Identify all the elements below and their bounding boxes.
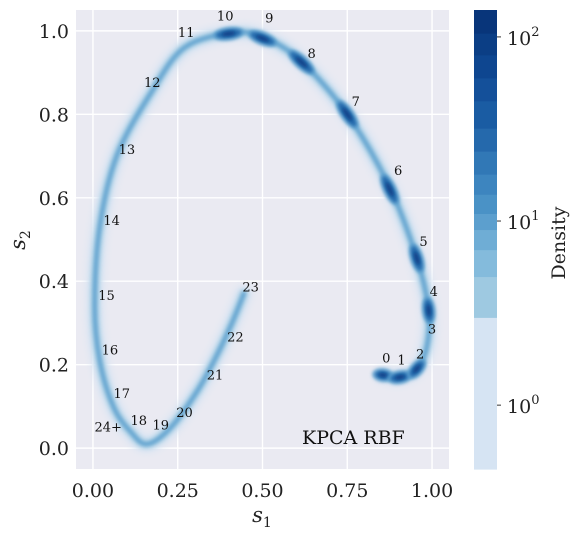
- cluster-peak: [255, 35, 270, 42]
- x-axis-label-main: s: [252, 503, 263, 527]
- colorbar-tick-base: 10: [507, 212, 531, 234]
- colorbar-band-7: [474, 151, 497, 175]
- dense-cluster-9: [212, 26, 245, 42]
- cluster-peak: [426, 304, 432, 317]
- colorbar-tick-exponent: 0: [531, 393, 539, 408]
- x-tick-label: 0.00: [72, 480, 114, 502]
- annotation-label: 14: [103, 214, 120, 229]
- dense-cluster-4: [408, 243, 426, 274]
- y-tick-label: 1.0: [39, 21, 69, 43]
- y-axis-label-sub: 2: [18, 230, 34, 239]
- annotation-label: 3: [428, 322, 436, 337]
- annotation-label: 19: [152, 418, 169, 433]
- density-plot: [86, 24, 438, 452]
- y-tick-label: 0.0: [39, 438, 69, 460]
- x-tick-label: 1.00: [411, 480, 453, 502]
- colorbar-band-5: [474, 194, 497, 215]
- colorbar-band-12: [474, 33, 497, 56]
- colorbar-band-10: [474, 77, 497, 102]
- y-axis-label-main: s: [6, 239, 30, 250]
- annotation-label: 16: [102, 343, 119, 358]
- colorbar-band-13: [474, 10, 497, 34]
- annotation-label: 5: [419, 235, 427, 250]
- dense-cluster-2: [406, 358, 427, 380]
- annotation-label: 4: [430, 285, 438, 300]
- cluster-peak: [413, 251, 420, 266]
- annotation-label: 21: [207, 368, 224, 383]
- dense-cluster-7: [287, 49, 316, 76]
- x-tick-label: 0.50: [241, 480, 283, 502]
- annotation-label: 22: [227, 331, 244, 346]
- cluster-peak: [221, 31, 236, 37]
- annotation-label: 17: [114, 387, 131, 402]
- annotation-label: 8: [308, 47, 316, 62]
- annotation-label: 23: [242, 281, 259, 296]
- y-tick-label: 0.8: [39, 104, 69, 126]
- colorbar-tick-label: 101: [507, 209, 539, 234]
- cluster-peak: [295, 56, 308, 68]
- y-tick-label: 0.2: [39, 355, 69, 377]
- method-label: KPCA RBF: [302, 427, 405, 449]
- cluster-peak: [378, 372, 388, 378]
- y-axis-ticks: 0.0 0.2 0.4 0.6 0.8 1.0: [39, 21, 69, 460]
- colorbar-tick-exponent: 2: [531, 25, 539, 40]
- colorbar-band-6: [474, 174, 497, 195]
- x-axis-ticks: 0.00 0.25 0.50 0.75 1.00: [72, 480, 453, 502]
- cluster-peak: [412, 364, 421, 374]
- dense-cluster-3: [421, 296, 436, 325]
- colorbar-tick-exponent: 1: [531, 209, 539, 224]
- annotation-label: 15: [98, 289, 115, 304]
- annotation-label: 9: [265, 12, 273, 27]
- dense-cluster-1: [387, 369, 413, 385]
- colorbar-tick-base: 10: [507, 396, 531, 418]
- y-tick-label: 0.4: [39, 271, 69, 293]
- dense-cluster-8: [247, 29, 278, 48]
- dense-cluster-5: [379, 173, 400, 206]
- annotation-label: 6: [394, 164, 402, 179]
- annotation-label: 10: [217, 9, 234, 24]
- colorbar-tick-label: 102: [507, 25, 539, 50]
- y-axis-label: s2: [6, 230, 34, 250]
- colorbar-label: Density: [548, 206, 570, 279]
- x-tick-label: 0.25: [157, 480, 199, 502]
- x-tick-label: 0.75: [326, 480, 368, 502]
- cluster-peak: [342, 107, 353, 121]
- y-tick-label: 0.6: [39, 188, 69, 210]
- colorbar-band-8: [474, 128, 497, 152]
- colorbar-band-4: [474, 213, 497, 231]
- colorbar: [474, 10, 497, 470]
- dense-cluster-6: [335, 99, 359, 130]
- colorbar-band-9: [474, 100, 497, 129]
- cluster-peak: [394, 374, 406, 380]
- colorbar-band-3: [474, 229, 497, 251]
- annotation-label: 18: [130, 414, 147, 429]
- cluster-peak: [385, 182, 394, 197]
- annotation-label: 12: [144, 76, 161, 91]
- annotation-label: 2: [416, 347, 424, 362]
- annotation-label: 11: [178, 26, 195, 41]
- annotation-label: 0: [382, 352, 390, 367]
- colorbar-band-1: [474, 276, 497, 318]
- colorbar-tick-base: 10: [507, 28, 531, 50]
- x-axis-label-sub: 1: [263, 515, 272, 531]
- colorbar-band-2: [474, 249, 497, 278]
- annotation-label: 1: [397, 354, 405, 369]
- colorbar-band-0: [474, 317, 497, 470]
- annotation-label: 13: [119, 143, 136, 158]
- annotation-label: 7: [352, 95, 360, 110]
- annotation-label: 20: [176, 406, 193, 421]
- colorbar-tick-label: 100: [507, 393, 539, 418]
- x-axis-label: s1: [252, 503, 272, 531]
- colorbar-band-11: [474, 54, 497, 79]
- annotation-label: 24+: [94, 420, 121, 435]
